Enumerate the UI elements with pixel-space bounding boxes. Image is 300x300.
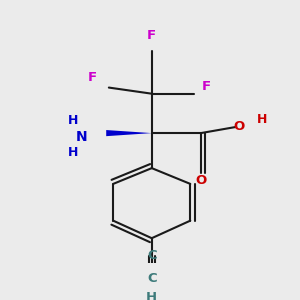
- Text: H: H: [68, 114, 78, 127]
- Text: O: O: [195, 174, 206, 187]
- Text: F: F: [202, 80, 211, 93]
- Text: H: H: [257, 112, 267, 126]
- Text: O: O: [234, 120, 245, 133]
- Text: N: N: [76, 130, 88, 144]
- Text: F: F: [147, 28, 156, 41]
- Text: F: F: [88, 70, 97, 84]
- Text: H: H: [68, 146, 78, 159]
- Text: H: H: [146, 291, 157, 300]
- Polygon shape: [106, 130, 152, 136]
- Text: C: C: [147, 249, 157, 262]
- Text: C: C: [147, 272, 157, 285]
